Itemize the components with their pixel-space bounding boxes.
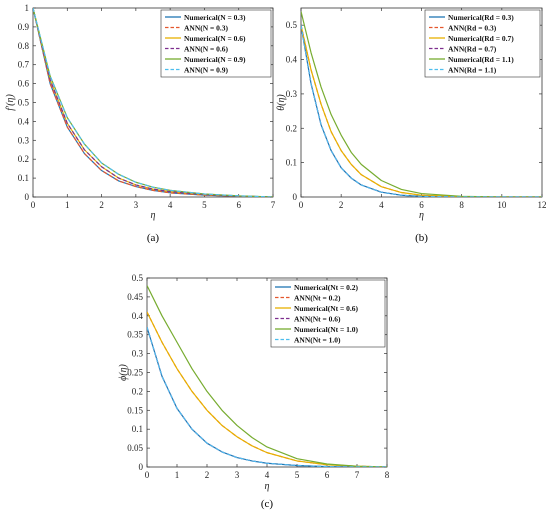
legend-entry: Numerical(Rd = 0.3) [448,13,514,22]
y-tick-label: 0.7 [18,60,30,70]
x-axis-label: η [265,481,270,492]
x-tick-label: 0 [299,200,304,210]
x-axis-label: η [419,210,424,221]
chart-panel-c: 0 1 2 3 4 5 6 7 8 0 0.05 0.1 0.15 0.2 0.25 0.3 0.35 0.4 0.… [118,273,390,510]
y-tick-label: 0 [25,192,30,202]
y-tick-label: 0.1 [18,173,29,183]
legend-entry: Numerical(Nt = 0.6) [294,304,359,313]
legend-entry: ANN(Rd = 0.7) [448,44,497,53]
x-tick-label: 10 [497,200,507,210]
x-tick-label: 3 [235,470,240,480]
x-tick-label: 6 [236,200,241,210]
y-tick-label: 0.8 [18,41,30,51]
y-tick-label: 0.3 [132,349,144,359]
series-line [147,311,387,467]
legend-entry: ANN(Rd = 0.3) [448,23,497,32]
panel-caption: (b) [415,232,428,244]
y-axis-label: θ(η) [276,94,287,111]
series-line [147,285,387,467]
y-tick-label: 0.2 [132,386,143,396]
y-tick-label: 1 [25,3,30,13]
x-tick-label: 12 [538,200,547,210]
y-axis-label: f′(η) [5,94,16,111]
x-tick-label: 2 [99,200,104,210]
legend-entry: Numerical(Rd = 0.7) [448,34,514,43]
y-tick-label: 0.4 [18,116,30,126]
x-tick-label: 1 [175,470,180,480]
y-tick-label: 0.9 [18,22,30,32]
legend-entry: Numerical(N = 0.9) [184,55,246,64]
x-tick-label: 2 [205,470,210,480]
y-tick-label: 0.25 [127,368,143,378]
legend-box [160,9,272,78]
x-tick-label: 2 [339,200,344,210]
series-line [301,25,542,197]
y-tick-label: 0.5 [132,273,144,283]
legend-entry: ANN(Nt = 1.0) [294,335,341,344]
y-axis-label: ϕ(η) [118,363,129,380]
legend-entry: ANN(Nt = 0.6) [294,314,341,323]
x-tick-label: 6 [325,470,330,480]
legend-entry: Numerical(N = 0.6) [184,34,246,43]
y-tick-label: 0.3 [286,89,298,99]
x-tick-label: 4 [379,200,384,210]
legend-box [270,279,386,348]
y-tick-label: 0 [293,192,298,202]
y-tick-label: 0.15 [127,405,143,415]
y-tick-label: 0.35 [127,330,143,340]
series-line [147,326,387,467]
chart-panel-b: 0 2 4 6 8 10 12 0 0.1 0.2 0.3 0.4 0.5 η θ(η) Numerical(… [276,7,547,244]
x-axis-label: η [151,210,156,221]
legend-entry: ANN(N = 0.9) [184,65,229,74]
panel-caption: (c) [261,498,274,510]
y-tick-label: 0.2 [18,154,29,164]
x-tick-label: 5 [202,200,207,210]
y-tick-label: 0.05 [127,443,143,453]
series-line [301,11,542,197]
x-tick-label: 3 [134,200,139,210]
x-tick-label: 0 [145,470,150,480]
panel-caption: (a) [147,232,160,244]
series-line [33,8,273,197]
legend-entry: Numerical(Nt = 1.0) [294,325,359,334]
x-tick-label: 8 [385,470,390,480]
legend-entry: ANN(N = 0.3) [184,23,229,32]
x-tick-label: 8 [459,200,464,210]
x-tick-label: 4 [168,200,173,210]
x-tick-label: 7 [271,200,276,210]
x-tick-label: 0 [31,200,36,210]
y-tick-label: 0.4 [286,55,298,65]
y-tick-label: 0.1 [132,424,143,434]
y-tick-label: 0.4 [132,311,144,321]
legend-entry: ANN(N = 0.6) [184,44,229,53]
legend-entry: ANN(Rd = 1.1) [448,65,497,74]
y-tick-label: 0.6 [18,79,30,89]
x-tick-label: 5 [295,470,300,480]
legend-entry: ANN(Nt = 0.2) [294,293,341,302]
legend-entry: Numerical(N = 0.3) [184,13,246,22]
legend-entry: Numerical(Rd = 1.1) [448,55,514,64]
legend-entry: Numerical(Nt = 0.2) [294,283,359,292]
y-tick-label: 0.5 [18,98,30,108]
x-tick-label: 6 [419,200,424,210]
x-tick-label: 4 [265,470,270,480]
x-tick-label: 7 [355,470,360,480]
x-tick-label: 1 [65,200,70,210]
y-tick-label: 0 [139,462,144,472]
y-tick-label: 0.45 [127,292,143,302]
chart-panel-a: 0 1 2 3 4 5 6 7 0 0.1 0.2 0.3 0.4 0.5 0.6 0.7 0.8 0.9 1 η f′… [5,3,276,244]
y-tick-label: 0.3 [18,135,30,145]
series-line [33,8,273,197]
y-tick-label: 0.1 [286,158,297,168]
legend-box [424,9,541,78]
y-tick-label: 0.2 [286,123,297,133]
y-tick-label: 0.5 [286,20,298,30]
